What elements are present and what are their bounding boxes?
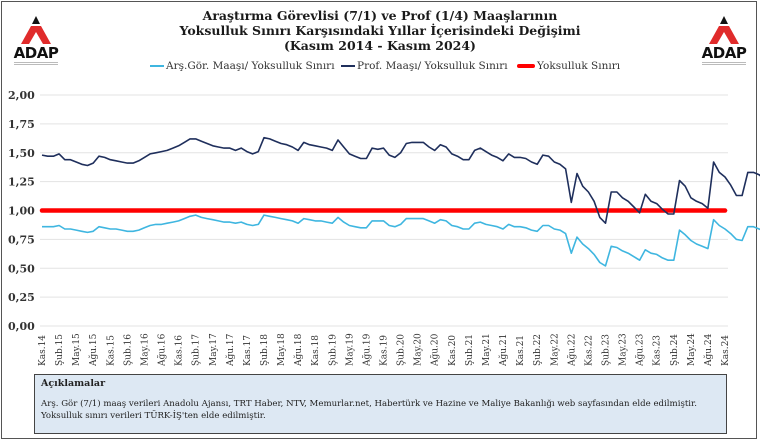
x-tick-label: May.21 <box>482 333 492 366</box>
x-tick-label: May.15 <box>72 333 82 366</box>
title-line: (Kasım 2014 - Kasım 2024) <box>284 38 476 53</box>
x-tick-label: Kas.14 <box>38 335 48 366</box>
legend-label: Prof. Maaşı/ Yoksulluk Sınırı <box>357 60 508 72</box>
x-tick-label: Ağu.19 <box>361 333 372 367</box>
legend-item-arsgor: Arş.Gör. Maaşı/ Yoksulluk Sınırı <box>150 60 335 72</box>
x-tick-label: Ağu.15 <box>88 333 99 367</box>
notes-line: Arş. Gör (7/1) maaş verileri Anadolu Aja… <box>41 399 697 409</box>
x-tick-label: Şub.19 <box>328 334 338 366</box>
x-tick-label: Ağu.23 <box>635 333 646 367</box>
x-tick-label: Kas.15 <box>106 335 116 366</box>
adap-mark-icon <box>21 16 51 44</box>
series-lines <box>39 136 760 267</box>
logo-left: ADAP <box>8 14 64 70</box>
x-tick-label: Ağu.21 <box>498 334 509 367</box>
x-tick-label: Kas.17 <box>243 335 253 366</box>
logo-right: ADAP <box>696 14 752 70</box>
y-tick-label: 1,50 <box>8 147 35 160</box>
legend-item-threshold: Yoksulluk Sınırı <box>517 60 620 72</box>
notes-title: Açıklamalar <box>41 378 106 389</box>
chart-title: Araştırma Görevlisi (7/1) ve Prof (1/4) … <box>140 8 620 53</box>
x-tick-label: Kas.16 <box>175 335 185 366</box>
legend-label: Yoksulluk Sınırı <box>537 60 621 72</box>
logo-text: ADAP <box>701 44 747 62</box>
logo-subtitle <box>14 61 58 67</box>
legend: Arş.Gör. Maaşı/ Yoksulluk Sınırı Prof. M… <box>0 60 760 78</box>
x-tick-label: Ağu.22 <box>566 334 577 367</box>
logo-text: ADAP <box>13 44 59 62</box>
x-tick-label: May.23 <box>619 333 629 366</box>
y-tick-label: 0,75 <box>8 233 35 246</box>
y-tick-label: 0,50 <box>8 262 35 275</box>
x-tick-label: Şub.23 <box>601 334 611 366</box>
x-tick-label: Kas.24 <box>721 335 731 366</box>
x-tick-label: Şub.20 <box>397 334 407 366</box>
x-tick-label: Şub.16 <box>123 334 133 366</box>
y-tick-label: 1,25 <box>8 176 35 189</box>
y-tick-label: 2,00 <box>8 89 35 102</box>
legend-label: Arş.Gör. Maaşı/ Yoksulluk Sınırı <box>166 60 335 72</box>
x-tick-label: Kas.23 <box>653 335 663 366</box>
x-tick-label: May.19 <box>345 333 355 366</box>
x-tick-label: Şub.22 <box>533 334 543 366</box>
x-tick-label: Şub.17 <box>192 334 202 366</box>
x-tick-label: May.17 <box>209 333 219 366</box>
notes-box: Açıklamalar Arş. Gör (7/1) maaş verileri… <box>34 374 727 434</box>
legend-item-prof: Prof. Maaşı/ Yoksulluk Sınırı <box>341 60 508 72</box>
x-tick-label: Kas.21 <box>516 335 526 366</box>
x-tick-label: Şub.24 <box>670 334 680 366</box>
notes-line: Yoksulluk sınırı verileri TÜRK-İŞ'ten el… <box>41 411 266 421</box>
adap-mark-icon <box>709 16 739 44</box>
y-tick-label: 0,25 <box>8 291 35 304</box>
x-tick-label: Şub.15 <box>55 334 65 366</box>
x-tick-label: Kas.22 <box>584 335 594 366</box>
x-tick-label: May.20 <box>414 333 424 366</box>
x-tick-label: Kas.19 <box>380 335 390 366</box>
y-tick-label: 1,00 <box>8 205 35 218</box>
x-tick-label: May.22 <box>550 333 560 366</box>
legend-swatch-prof <box>341 65 355 67</box>
x-tick-label: Ağu.18 <box>293 333 304 367</box>
x-tick-label: Ağu.24 <box>703 333 714 367</box>
x-tick-label: Ağu.20 <box>430 333 441 367</box>
title-line: Araştırma Görevlisi (7/1) ve Prof (1/4) … <box>202 8 558 23</box>
x-tick-label: Şub.18 <box>260 334 270 366</box>
y-tick-label: 0,00 <box>8 320 35 333</box>
x-tick-label: Kas.20 <box>448 335 458 366</box>
x-tick-label: Şub.21 <box>465 334 475 366</box>
legend-swatch-threshold <box>517 64 535 68</box>
x-tick-label: Ağu.16 <box>157 333 168 367</box>
series-line-arsgor <box>42 214 760 267</box>
x-tick-label: Kas.18 <box>311 335 321 366</box>
x-tick-label: May.24 <box>687 333 697 366</box>
legend-swatch-arsgor <box>150 65 164 67</box>
title-line: Yoksulluk Sınırı Karşısındaki Yıllar İçe… <box>179 23 581 38</box>
logo-subtitle <box>702 61 746 67</box>
y-tick-label: 1,75 <box>8 118 35 131</box>
series-line-prof <box>41 136 760 224</box>
x-tick-label: Ağu.17 <box>225 333 236 367</box>
x-axis-ticks: Kas.14 Şub.15 May.15 Ağu.15 Kas.15 Şub.16 May.… <box>38 333 731 367</box>
y-axis-ticks: 0,00 0,25 0,50 0,75 1,00 1,25 1,50 1,75 2,00 <box>8 89 35 333</box>
line-chart: 0,00 0,25 0,50 0,75 1,00 1,25 1,50 1,75 2,00 Kas… <box>8 89 760 367</box>
x-tick-label: May.18 <box>277 333 287 366</box>
x-tick-label: May.16 <box>140 333 150 366</box>
